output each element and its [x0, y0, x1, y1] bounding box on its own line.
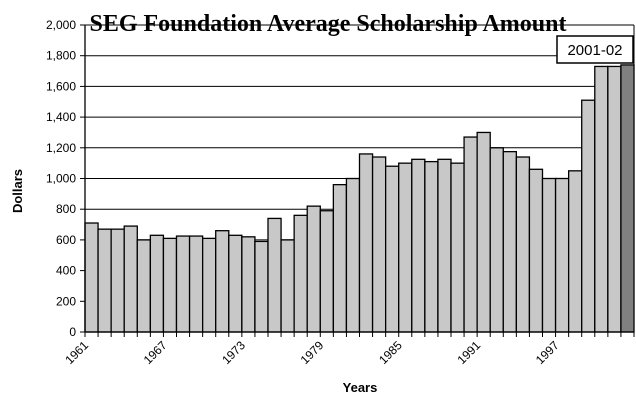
- bar-1988: [437, 158, 452, 333]
- bar-1973: [241, 236, 256, 333]
- y-tick-label: 1,600: [46, 79, 76, 93]
- bar-1969: [188, 235, 204, 333]
- bar-1980: [332, 183, 348, 333]
- bar-1995: [528, 168, 544, 333]
- bar-1971: [215, 230, 230, 333]
- bar-1982: [358, 153, 374, 333]
- annotation-box: [556, 35, 634, 64]
- bar-1965: [136, 239, 152, 333]
- bar-1978: [306, 205, 321, 333]
- bar-1997: [554, 177, 570, 333]
- x-tick-label: 1997: [533, 338, 562, 367]
- y-tick-label: 1,200: [46, 141, 76, 155]
- y-tick-label: 1,000: [46, 172, 76, 186]
- bar-1994: [515, 156, 531, 333]
- y-axis-label: Dollars: [10, 169, 25, 213]
- y-tick-label: 200: [56, 294, 76, 308]
- bar-2001: [607, 65, 622, 333]
- bar-1977: [293, 214, 308, 333]
- bar-1964: [123, 225, 138, 333]
- bar-1976: [280, 239, 295, 333]
- y-tick-label: 1,400: [46, 110, 76, 124]
- bar-2000: [594, 65, 609, 333]
- y-tick-label: 2,000: [46, 18, 76, 32]
- x-axis-label: Years: [343, 380, 378, 395]
- bar-1987: [424, 160, 439, 333]
- bar-1986: [411, 158, 426, 333]
- bar-1984: [384, 165, 400, 333]
- x-tick-label: 1979: [298, 338, 327, 367]
- bar-1979: [319, 210, 335, 333]
- chart-title: SEG Foundation Average Scholarship Amoun…: [90, 11, 567, 37]
- y-tick-labels: 0 200 400 600 800 1,000 1,200 1,400 1,600 1,800 2,…: [46, 18, 76, 339]
- x-tick-label: 1967: [141, 338, 170, 367]
- annotation-label: 2001-02: [567, 42, 622, 59]
- bar-1996: [541, 177, 557, 333]
- y-tick-label: 1,800: [46, 49, 76, 63]
- y-tick-label: 600: [56, 233, 76, 247]
- bar-1962: [97, 228, 112, 333]
- bar-1998: [567, 170, 583, 333]
- bar-2002: [620, 64, 635, 333]
- bar-1961: [84, 222, 99, 333]
- y-tick-label: 0: [69, 325, 76, 339]
- bar-1972: [228, 234, 243, 333]
- bar-1989: [450, 162, 465, 333]
- bar-1974: [254, 240, 269, 333]
- axes: [80, 24, 635, 337]
- annotation: 2001-02: [556, 35, 634, 64]
- bar-1985: [398, 162, 413, 333]
- x-tick-label: 1991: [454, 338, 483, 367]
- bar-1966: [149, 234, 165, 333]
- y-tick-label: 800: [56, 202, 76, 216]
- bar-1963: [110, 228, 125, 333]
- bar-1983: [371, 156, 387, 333]
- x-tick-labels: 1961 1967 1973 1979 1985 1991 1997: [62, 338, 562, 367]
- bar-1981: [345, 177, 361, 333]
- bar-1999: [581, 99, 596, 333]
- x-tick-label: 1961: [62, 338, 91, 367]
- bar-1975: [267, 217, 282, 333]
- x-tick-label: 1973: [219, 338, 248, 367]
- bar-1968: [175, 235, 191, 333]
- bar-1993: [502, 150, 518, 333]
- bar-1992: [489, 147, 504, 333]
- x-tick-label: 1985: [376, 338, 405, 367]
- bar-1990: [463, 136, 478, 333]
- bar-1991: [476, 131, 491, 333]
- bars: [84, 64, 635, 333]
- bar-1970: [201, 237, 217, 333]
- y-tick-label: 400: [56, 264, 76, 278]
- bar-1967: [162, 237, 178, 333]
